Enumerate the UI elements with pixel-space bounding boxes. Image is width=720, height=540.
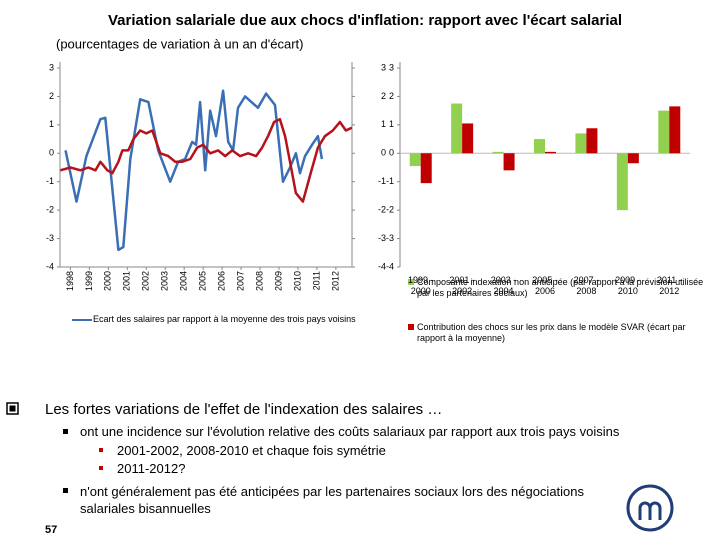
- y-tick-label: 0: [49, 148, 54, 158]
- y-tick-label: 2: [381, 91, 386, 101]
- y-tick-label: -4: [378, 261, 386, 271]
- sub-sub-bullet-marker: [99, 466, 103, 470]
- x-tick-label: 2012: [330, 271, 340, 291]
- y-tick-label: 0: [381, 148, 386, 158]
- legend-label: Contribution des chocs sur les prix dans…: [417, 322, 686, 343]
- y-tick-label: -4: [386, 261, 394, 271]
- legend-label: Ecart des salaires par rapport à la moye…: [93, 314, 356, 324]
- x-tick-label: 2008: [254, 271, 264, 291]
- sub-sub-bullet-text: 2011-2012?: [117, 461, 186, 476]
- x-tick-label: 2004: [179, 271, 189, 291]
- y-tick-label: 1: [389, 119, 394, 129]
- x-tick-label: 1999 - 2000: [407, 275, 434, 296]
- x-tick-label: 2009: [273, 271, 283, 291]
- y-tick-label: -2: [46, 205, 54, 215]
- bar: [575, 133, 587, 154]
- x-tick-label: 2011: [311, 271, 321, 290]
- sub-bullet-text: ont une incidence sur l'évolution relati…: [80, 424, 620, 439]
- x-tick-label: 2006: [216, 271, 226, 291]
- y-tick-label: -1: [378, 176, 386, 186]
- bullet-text: Les fortes variations de l'effet de l'in…: [45, 401, 443, 418]
- bar: [586, 128, 598, 154]
- bar: [420, 153, 432, 184]
- y-tick-label: -3: [386, 233, 394, 243]
- sub-bullet-text: n'ont généralement pas été anticipées pa…: [80, 484, 585, 516]
- y-tick-label: -4: [46, 261, 54, 271]
- y-tick-label: -1: [46, 176, 54, 186]
- y-tick-label: -1: [386, 176, 394, 186]
- x-tick-label: 2002: [141, 271, 151, 291]
- legend-swatch: [408, 324, 414, 330]
- x-tick-label: 2003 - 2004: [490, 275, 517, 296]
- series-line: [64, 89, 324, 252]
- logo: [626, 484, 674, 532]
- x-tick-label: 2001 - 2002: [449, 275, 475, 296]
- bar: [627, 153, 639, 164]
- sub-bullet-marker: [63, 429, 68, 434]
- sub-sub-bullet-text: 2001-2002, 2008-2010 et chaque fois symé…: [117, 443, 386, 458]
- x-tick-label: 1998: [65, 271, 75, 291]
- y-tick-label: 2: [389, 91, 394, 101]
- x-tick-label: 2000: [103, 271, 113, 291]
- x-tick-label: 2007: [235, 271, 245, 291]
- sub-bullet-marker: [63, 488, 68, 493]
- x-tick-label: 2005: [198, 271, 208, 291]
- y-tick-label: -2: [386, 205, 394, 215]
- y-tick-label: -3: [46, 233, 54, 243]
- slide-subtitle: (pourcentages de variation à un an d'éca…: [56, 36, 303, 51]
- bullet-marker-inner: [9, 405, 16, 412]
- y-tick-label: 1: [49, 119, 54, 129]
- slide-title: Variation salariale due aux chocs d'infl…: [108, 12, 622, 29]
- series-line: [60, 117, 353, 203]
- x-tick-label: 2011 - 2012: [656, 275, 682, 296]
- bar: [462, 123, 474, 154]
- bullet-marker: [6, 402, 19, 415]
- x-tick-label: 2003: [160, 271, 170, 291]
- bar: [669, 106, 681, 154]
- x-tick-label: 2009 - 2010: [615, 275, 641, 296]
- y-tick-label: 3: [389, 62, 394, 72]
- sub-sub-bullet-marker: [99, 448, 103, 452]
- y-tick-label: -2: [378, 205, 386, 215]
- y-tick-label: 2: [49, 91, 54, 101]
- bar: [409, 153, 421, 167]
- y-tick-label: 1: [381, 119, 386, 129]
- x-tick-label: 2010: [292, 271, 302, 291]
- bar: [534, 139, 545, 154]
- x-tick-label: 2007 - 2008: [573, 275, 600, 296]
- legend-swatch: [408, 279, 414, 285]
- bar: [451, 103, 463, 154]
- x-tick-label: 1999: [84, 271, 94, 291]
- y-tick-label: -3: [378, 233, 386, 243]
- bar: [503, 153, 515, 171]
- page-number: 57: [45, 524, 57, 536]
- x-tick-label: 2001: [122, 271, 132, 291]
- y-tick-label: 3: [49, 62, 54, 72]
- legend-label: Composante indexation non anticipée (par…: [417, 277, 704, 298]
- bar: [616, 153, 628, 211]
- bar: [658, 110, 670, 154]
- y-tick-label: 3: [381, 62, 386, 72]
- y-tick-label: 0: [389, 148, 394, 158]
- bar: [545, 151, 556, 154]
- bar: [492, 151, 504, 154]
- x-tick-label: 2005 - 2006: [532, 275, 558, 296]
